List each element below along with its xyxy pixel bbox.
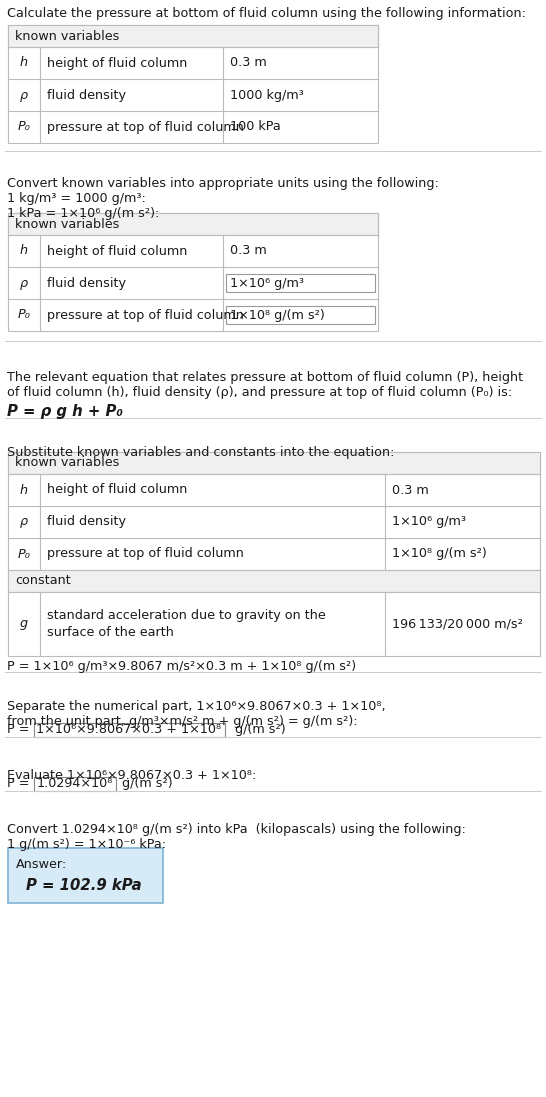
Bar [8, 570, 540, 592]
Text: P = 1×10⁶ g/m³×9.8067 m/s²×0.3 m + 1×10⁸ g/(m s²): P = 1×10⁶ g/m³×9.8067 m/s²×0.3 m + 1×10⁸… [7, 660, 356, 672]
Text: P = ρ g h + P₀: P = ρ g h + P₀ [7, 404, 123, 419]
Text: Convert 1.0294×10⁸ g/(m s²) into kPa  (kilopascals) using the following:: Convert 1.0294×10⁸ g/(m s²) into kPa (ki… [7, 823, 466, 836]
Bar [33, 723, 224, 737]
Bar [8, 452, 540, 474]
Text: pressure at top of fluid column: pressure at top of fluid column [47, 547, 244, 561]
Bar [226, 306, 375, 324]
Text: P₀: P₀ [17, 547, 31, 561]
Text: P =: P = [7, 777, 33, 790]
Text: height of fluid column: height of fluid column [47, 245, 187, 258]
Text: 0.3 m: 0.3 m [230, 57, 267, 69]
Bar [8, 452, 540, 656]
Text: g/(m s²): g/(m s²) [227, 723, 285, 736]
Text: g: g [20, 618, 28, 631]
Text: of fluid column (h), fluid density (ρ), and pressure at top of fluid column (P₀): of fluid column (h), fluid density (ρ), … [7, 386, 512, 399]
Text: 1×10⁶ g/m³: 1×10⁶ g/m³ [230, 276, 304, 290]
Text: height of fluid column: height of fluid column [47, 57, 187, 69]
Text: Convert known variables into appropriate units using the following:: Convert known variables into appropriate… [7, 177, 439, 190]
Text: known variables: known variables [15, 30, 120, 43]
Text: Separate the numerical part, 1×10⁶×9.8067×0.3 + 1×10⁸,: Separate the numerical part, 1×10⁶×9.806… [7, 700, 385, 713]
Text: P = 102.9 kPa: P = 102.9 kPa [26, 878, 141, 893]
Text: 100 kPa: 100 kPa [230, 121, 281, 134]
Text: ρ: ρ [20, 89, 28, 102]
Bar [33, 777, 116, 791]
Text: h: h [20, 57, 28, 69]
Text: 1 kPa = 1×10⁶ g/(m s²):: 1 kPa = 1×10⁶ g/(m s²): [7, 207, 159, 220]
Text: Calculate the pressure at bottom of fluid column using the following information: Calculate the pressure at bottom of flui… [7, 7, 526, 20]
Text: 1×10⁸ g/(m s²): 1×10⁸ g/(m s²) [230, 308, 325, 321]
Text: ρ: ρ [20, 516, 28, 529]
Text: ρ: ρ [20, 276, 28, 290]
Text: The relevant equation that relates pressure at bottom of fluid column (P), heigh: The relevant equation that relates press… [7, 371, 523, 384]
Bar [8, 213, 378, 235]
Text: 1×10⁶×9.8067×0.3 + 1×10⁸: 1×10⁶×9.8067×0.3 + 1×10⁸ [37, 723, 222, 736]
Text: 1000 kg/m³: 1000 kg/m³ [230, 89, 304, 102]
Text: pressure at top of fluid column: pressure at top of fluid column [47, 121, 244, 134]
Text: 196 133/20 000 m/s²: 196 133/20 000 m/s² [392, 618, 523, 631]
Text: 1 g/(m s²) = 1×10⁻⁶ kPa:: 1 g/(m s²) = 1×10⁻⁶ kPa: [7, 838, 166, 851]
Text: h: h [20, 245, 28, 258]
Text: known variables: known variables [15, 456, 120, 470]
Text: Answer:: Answer: [16, 858, 67, 871]
Bar [226, 274, 375, 292]
Text: known variables: known variables [15, 217, 120, 230]
Bar [8, 25, 378, 143]
Bar [8, 213, 378, 331]
Text: 1 kg/m³ = 1000 g/m³:: 1 kg/m³ = 1000 g/m³: [7, 192, 146, 205]
Text: height of fluid column: height of fluid column [47, 484, 187, 497]
Bar [8, 848, 163, 903]
Text: from the unit part, g/m³×m/s² m + g/(m s²) = g/(m s²):: from the unit part, g/m³×m/s² m + g/(m s… [7, 715, 358, 728]
Text: fluid density: fluid density [47, 516, 126, 529]
Text: 1×10⁶ g/m³: 1×10⁶ g/m³ [392, 516, 466, 529]
Text: P₀: P₀ [17, 308, 31, 321]
Text: 1×10⁸ g/(m s²): 1×10⁸ g/(m s²) [392, 547, 486, 561]
Text: P =: P = [7, 723, 33, 736]
Bar [8, 25, 378, 47]
Text: fluid density: fluid density [47, 89, 126, 102]
Text: g/(m s²): g/(m s²) [118, 777, 173, 790]
Text: Evaluate 1×10⁶×9.8067×0.3 + 1×10⁸:: Evaluate 1×10⁶×9.8067×0.3 + 1×10⁸: [7, 769, 257, 782]
Text: constant: constant [15, 575, 71, 588]
Text: 0.3 m: 0.3 m [230, 245, 267, 258]
Text: h: h [20, 484, 28, 497]
Text: pressure at top of fluid column: pressure at top of fluid column [47, 308, 244, 321]
Text: P₀: P₀ [17, 121, 31, 134]
Text: standard acceleration due to gravity on the
surface of the earth: standard acceleration due to gravity on … [47, 609, 326, 640]
Text: Substitute known variables and constants into the equation:: Substitute known variables and constants… [7, 446, 395, 459]
Text: 1.0294×10⁸: 1.0294×10⁸ [37, 777, 113, 790]
Text: 0.3 m: 0.3 m [392, 484, 429, 497]
Text: fluid density: fluid density [47, 276, 126, 290]
